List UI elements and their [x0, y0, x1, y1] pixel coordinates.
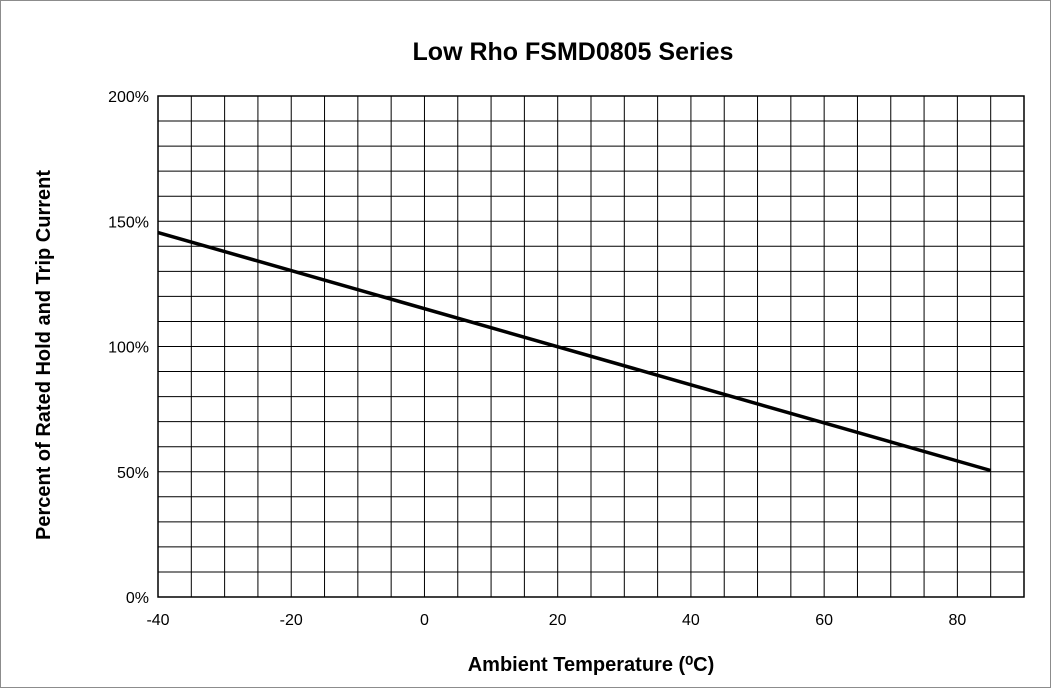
x-tick-label: 80 [948, 612, 966, 629]
y-axis-label: Percent of Rated Hold and Trip Current [33, 170, 55, 540]
y-tick-label: 0% [126, 590, 149, 607]
y-tick-label: 150% [108, 214, 149, 231]
series-layer [157, 230, 992, 473]
x-axis-label: Ambient Temperature (⁰C) [468, 654, 715, 676]
y-tick-label: 100% [108, 340, 149, 357]
x-tick-label: -40 [146, 612, 169, 629]
y-tick-label: 50% [117, 465, 149, 482]
series-line [157, 230, 992, 473]
y-tick-labels: 0% 50% 100% 150% 200% [108, 89, 149, 607]
x-tick-label: 0 [420, 612, 429, 629]
y-tick-label: 200% [108, 89, 149, 106]
x-tick-labels: -40 -20 0 20 40 60 80 [146, 612, 966, 629]
plot-area-border [157, 95, 1025, 598]
x-tick-label: -20 [280, 612, 303, 629]
x-tick-label: 20 [549, 612, 567, 629]
x-tick-label: 40 [682, 612, 700, 629]
grid [157, 95, 1025, 598]
chart-title: Low Rho FSMD0805 Series [413, 38, 734, 66]
x-tick-label: 60 [815, 612, 833, 629]
